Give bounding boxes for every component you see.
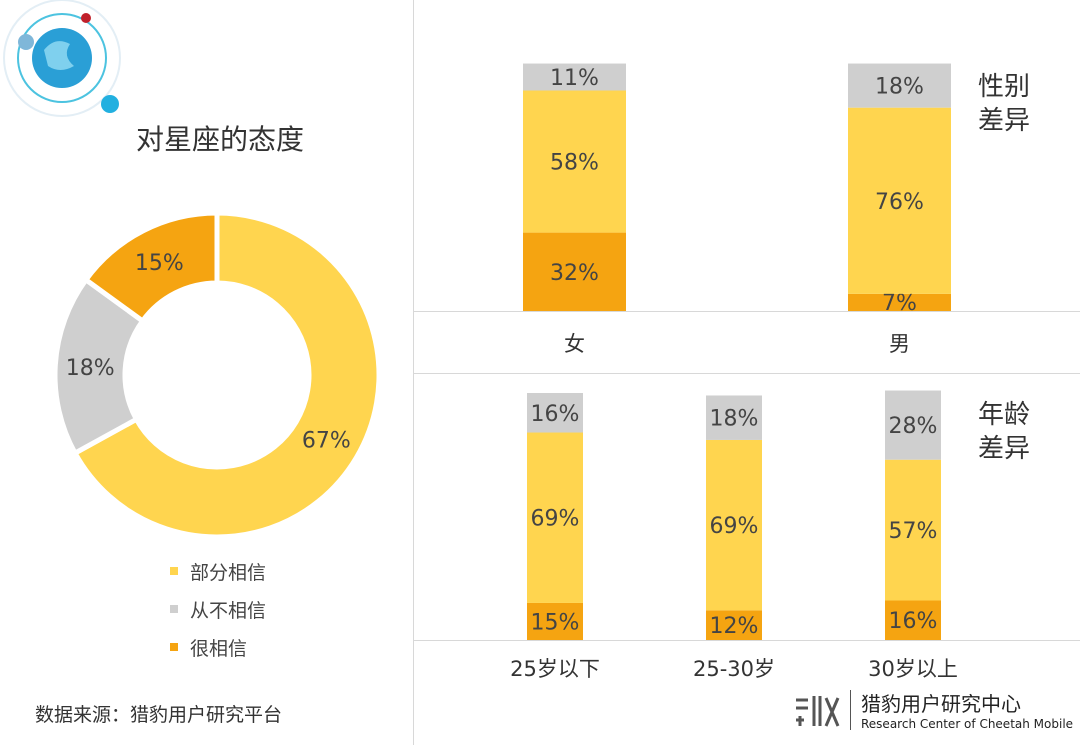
age-bar-2-2	[885, 390, 941, 460]
age-title-line-1: 年龄	[978, 400, 1031, 430]
gender-bar-0-1	[523, 90, 626, 233]
donut-label-2: 15%	[135, 251, 184, 276]
brand-logo-icon	[796, 695, 840, 727]
legend-item-1: 从不相信	[170, 590, 266, 628]
brand-block: 猎豹用户研究中心 Research Center of Cheetah Mobi…	[792, 688, 1073, 731]
vertical-divider	[413, 0, 414, 745]
legend: 部分相信从不相信很相信	[170, 552, 266, 666]
legend-swatch-0	[170, 567, 178, 575]
gender-category-0: 女	[564, 332, 585, 356]
donut-label-1: 18%	[66, 356, 115, 381]
age-bar-0-1	[527, 432, 583, 603]
legend-label-2: 很相信	[190, 637, 248, 660]
age-category-0: 25岁以下	[510, 657, 600, 681]
gender-bar-1-0	[848, 293, 951, 311]
age-value-2-1: 57%	[889, 519, 938, 544]
age-bar-2-1	[885, 459, 941, 601]
donut-slice-2	[82, 210, 220, 325]
age-title-line-2: 差异	[978, 434, 1031, 465]
age-value-2-0: 16%	[889, 609, 938, 634]
age-bar-1-0	[706, 610, 762, 640]
brand-divider	[850, 689, 851, 730]
gender-value-0-1: 58%	[550, 151, 599, 176]
gender-title-line-2: 差异	[978, 106, 1031, 137]
age-category-1: 25-30岁	[693, 657, 775, 681]
legend-label-1: 从不相信	[190, 599, 267, 622]
donut-label-0: 67%	[302, 429, 351, 454]
age-value-0-1: 69%	[531, 507, 580, 532]
legend-item-2: 很相信	[170, 628, 266, 666]
chart-title: 对星座的态度	[135, 123, 304, 156]
gender-value-1-2: 18%	[875, 75, 924, 100]
brand-name: 猎豹用户研究中心	[861, 692, 1021, 716]
age-bar-0-2	[527, 393, 583, 433]
age-bar-2-0	[885, 600, 941, 640]
age-value-1-1: 69%	[710, 514, 759, 539]
age-value-1-2: 18%	[710, 407, 759, 432]
age-baseline	[413, 640, 1080, 641]
gender-value-0-2: 11%	[550, 66, 599, 91]
gender-value-1-1: 76%	[875, 190, 924, 215]
data-source: 数据来源：猎豹用户研究平台	[35, 704, 283, 726]
gender-section-title: 性别 差异	[978, 70, 1030, 139]
gender-value-0-0: 32%	[550, 261, 599, 286]
gender-bar-0-0	[523, 232, 626, 311]
gender-title-line-1: 性别	[978, 72, 1031, 102]
gender-bar-0-2	[523, 63, 626, 91]
age-category-2: 30岁以上	[868, 657, 958, 681]
gender-category-1: 男	[889, 332, 910, 356]
age-value-0-2: 16%	[531, 402, 580, 427]
age-bar-1-1	[706, 439, 762, 611]
gender-baseline	[413, 311, 1080, 312]
age-bar-0-0	[527, 602, 583, 640]
planet-logo-icon	[3, 0, 121, 117]
donut-slice-0	[71, 210, 382, 540]
brand-subtitle: Research Center of Cheetah Mobile	[861, 717, 1074, 731]
age-section-title: 年龄 差异	[978, 398, 1030, 467]
legend-item-0: 部分相信	[170, 552, 266, 590]
donut-chart: 67% 18% 15%	[52, 210, 382, 540]
legend-swatch-1	[170, 605, 178, 613]
age-bar-1-2	[706, 395, 762, 440]
legend-swatch-2	[170, 643, 178, 651]
age-value-0-0: 15%	[531, 610, 580, 635]
gender-bar-1-1	[848, 107, 951, 294]
legend-label-0: 部分相信	[190, 561, 267, 584]
age-value-2-2: 28%	[889, 414, 938, 439]
section-divider	[413, 373, 1080, 374]
gender-bar-1-2	[848, 63, 951, 108]
age-value-1-0: 12%	[710, 614, 759, 639]
gender-value-1-0: 7%	[882, 291, 917, 316]
